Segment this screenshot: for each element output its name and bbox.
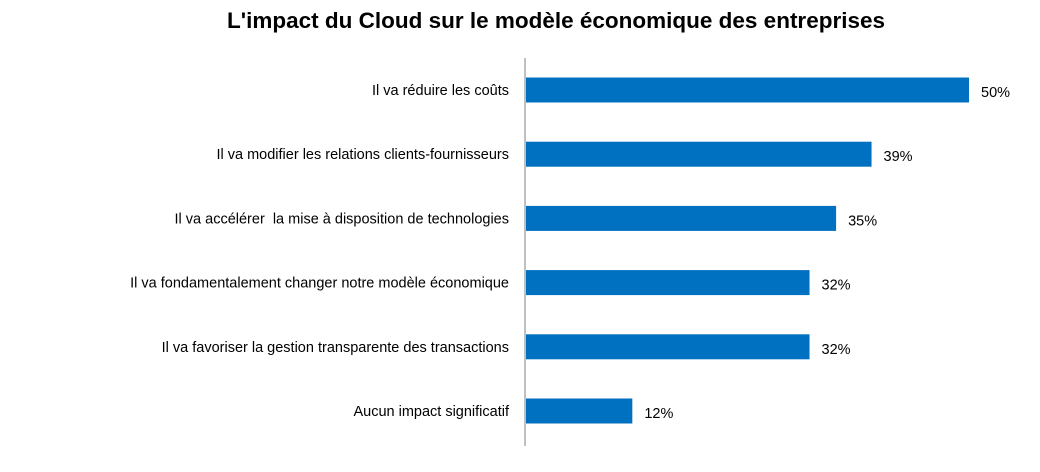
category-label: Il va favoriser la gestion transparente … [162, 340, 509, 356]
category-label: Il va fondamentalement changer notre mod… [130, 276, 509, 292]
data-label: 50% [981, 85, 1010, 101]
bar [526, 141, 872, 167]
bar [526, 77, 969, 103]
chart-title: L'impact du Cloud sur le modèle économiq… [227, 8, 885, 33]
category-label: Il va accélérer la mise à disposition de… [175, 211, 509, 227]
bar [526, 334, 810, 360]
data-label: 39% [884, 149, 913, 165]
bars-layer: Il va réduire les coûts 50% Il va modifier… [130, 77, 1010, 424]
category-label: Il va modifier les relations clients-fou… [216, 147, 509, 163]
data-label: 32% [822, 278, 851, 294]
data-label: 32% [822, 342, 851, 358]
bar [526, 205, 837, 231]
category-label: Aucun impact significatif [353, 404, 510, 420]
bar [526, 270, 810, 296]
bar [526, 398, 633, 424]
data-label: 35% [848, 213, 877, 229]
category-label: Il va réduire les coûts [372, 83, 509, 99]
data-label: 12% [644, 406, 673, 422]
